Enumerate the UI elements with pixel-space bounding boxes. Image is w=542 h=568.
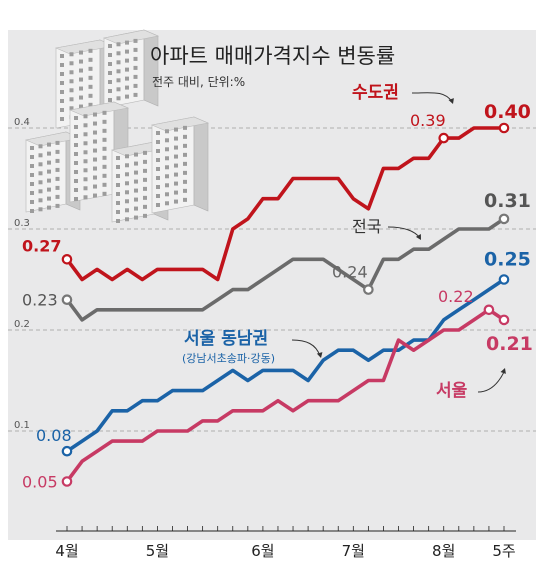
series-lines [65, 126, 506, 484]
peak-label-sudogwon: 0.39 [410, 111, 446, 130]
series-line-3 [65, 307, 506, 484]
building-icon [150, 116, 210, 214]
start-label-jeonguk: 0.23 [22, 291, 58, 310]
leader-dongnamgwon [291, 339, 321, 357]
arrow-sudogwon [448, 98, 454, 104]
mid-label-jeonguk: 0.24 [332, 263, 368, 282]
start-label-dongnamgwon: 0.08 [36, 426, 72, 445]
end-marker-jeonguk [498, 213, 510, 225]
mid-marker-jeonguk [363, 284, 374, 295]
end-label-seoul: 0.21 [486, 333, 533, 355]
y-tick-label: 0.3 [14, 218, 30, 229]
start-marker-sudogwon [61, 253, 73, 265]
end-label-sudogwon: 0.40 [484, 101, 531, 123]
series-line-1 [65, 217, 506, 322]
x-tick-label: 6월 [251, 542, 274, 560]
arrow-dongnamgwon [316, 352, 323, 358]
arrow-jeonguk [415, 234, 421, 240]
start-marker-seoul [61, 476, 73, 487]
y-tick-label: 0.1 [14, 420, 30, 431]
start-label-seoul: 0.05 [22, 473, 58, 492]
arrow-seoul [500, 368, 506, 374]
end-marker-sudogwon [498, 122, 510, 134]
chart-title: 아파트 매매가격지수 변동률 [150, 44, 395, 68]
series-line-0 [65, 126, 506, 282]
building-icon [102, 29, 160, 109]
mid-label-seoul: 0.22 [438, 287, 474, 306]
end-marker-dongnamgwon [498, 274, 510, 285]
x-tick-label: 5주 [492, 542, 515, 560]
end-label-jeonguk: 0.31 [484, 190, 531, 212]
series-name-seoul: 서울 [436, 381, 468, 401]
y-tick-labels: 0.1 0.2 0.3 0.4 [14, 117, 30, 431]
series-name-sudogwon: 수도권 [352, 83, 399, 103]
series-name-jeonguk: 전국 [352, 217, 381, 236]
series-note-dongnamgwon: (강남서초송파·강동) [182, 352, 275, 365]
y-tick-label: 0.2 [14, 319, 30, 330]
chart-subtitle: 전주 대비, 단위:% [152, 75, 245, 89]
series-name-dongnamgwon: 서울 동남권 [184, 329, 268, 349]
leader-seoul [477, 371, 505, 393]
start-marker-jeonguk [61, 294, 73, 305]
x-tick-label: 7월 [342, 542, 365, 560]
peak-marker-sudogwon [438, 132, 450, 144]
apartment-buildings-icon [24, 29, 210, 223]
mid-marker-seoul [483, 304, 495, 316]
x-axis: 4월 5월 6월 7월 8월 5주 [55, 526, 516, 560]
x-tick-label: 5월 [146, 542, 169, 560]
end-label-dongnamgwon: 0.25 [484, 249, 531, 271]
start-label-sudogwon: 0.27 [22, 236, 61, 255]
y-tick-label: 0.4 [14, 117, 30, 128]
leader-sudogwon [411, 92, 453, 103]
x-tick-label: 8월 [432, 542, 455, 560]
end-marker-seoul [498, 314, 510, 326]
value-labels: 0.27 0.40 0.39 수도권 0.23 0.31 0.24 전국 0.08 0.25 서울 … [22, 83, 533, 492]
x-tick-label: 4월 [55, 542, 78, 560]
start-marker-dongnamgwon [61, 445, 73, 457]
